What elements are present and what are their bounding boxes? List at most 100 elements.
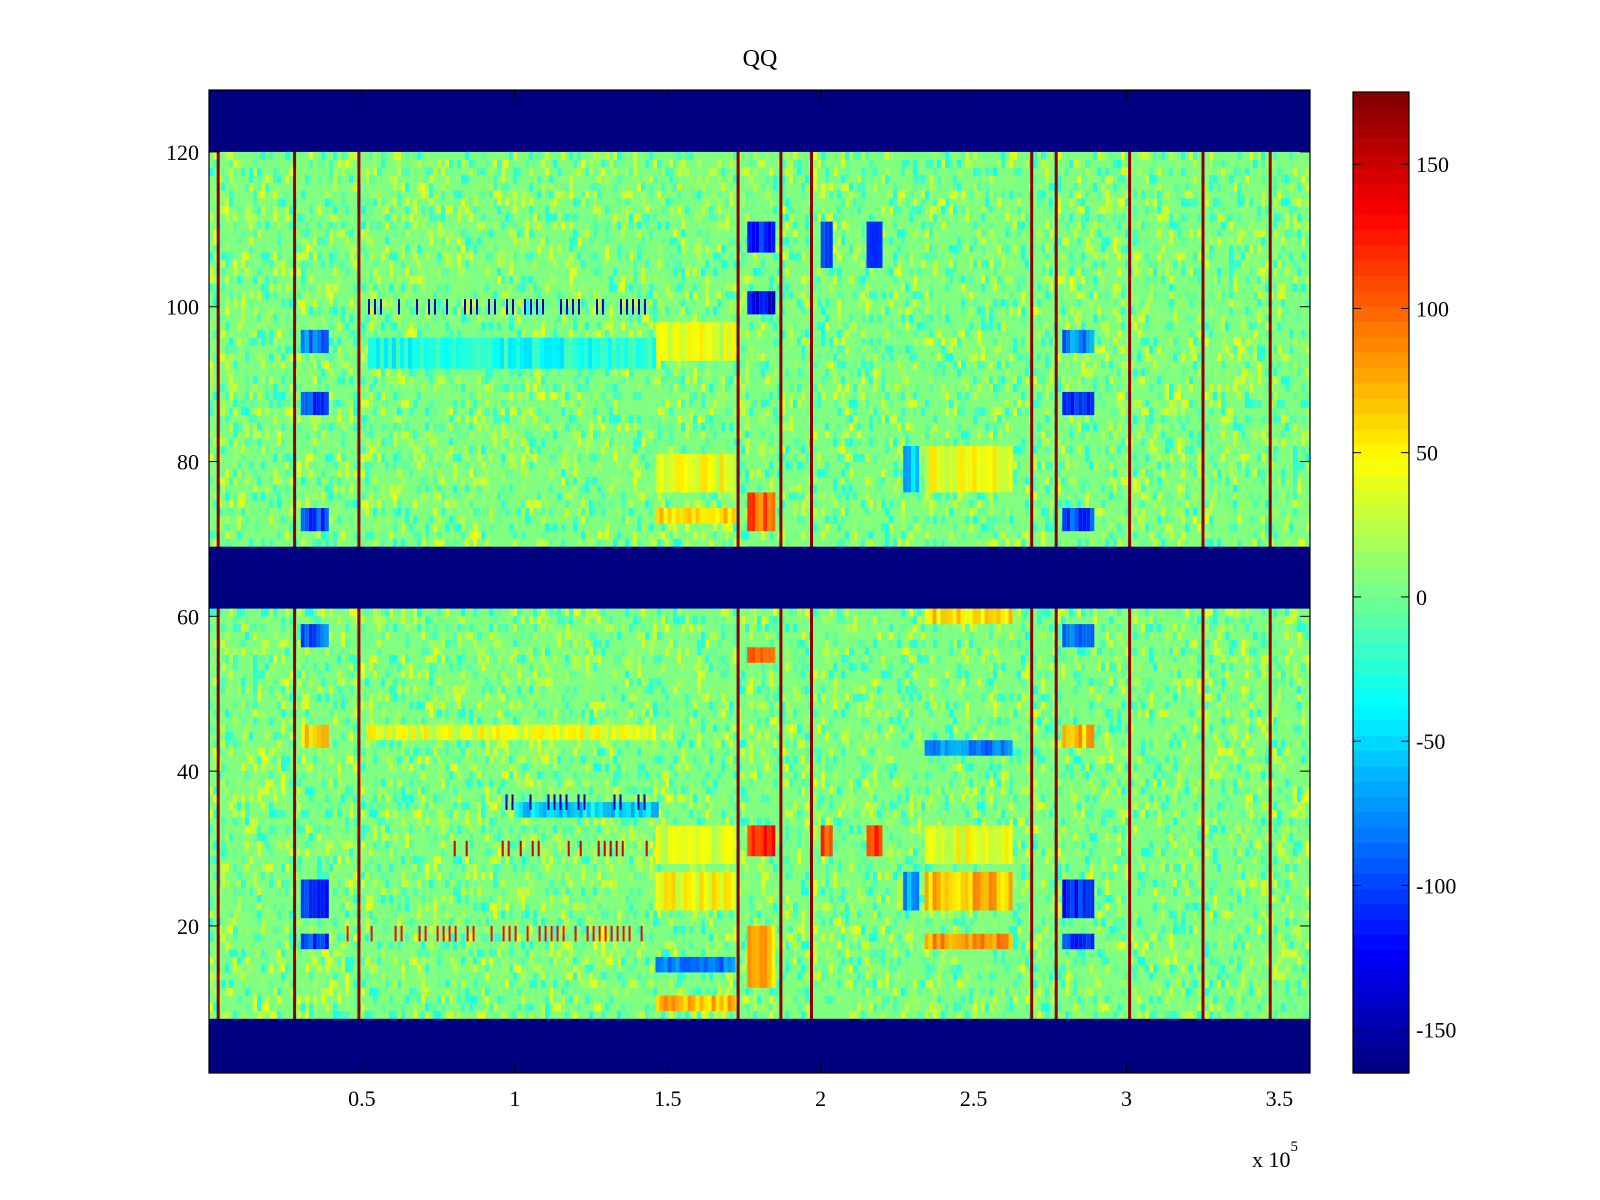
- heatmap-cell: [573, 268, 577, 277]
- heatmap-cell: [1081, 360, 1085, 370]
- heatmap-cell: [1277, 283, 1281, 292]
- heatmap-cell: [941, 275, 945, 284]
- heatmap-cell: [1121, 151, 1125, 161]
- heatmap-cell: [501, 322, 505, 331]
- heatmap-cell: [1265, 299, 1269, 308]
- heatmap-cell: [1285, 213, 1289, 222]
- heatmap-cell: [273, 175, 277, 184]
- heatmap-cell: [1041, 221, 1045, 230]
- heatmap-cell: [793, 252, 797, 261]
- heatmap-cell: [685, 182, 689, 192]
- heatmap-cell: [1097, 198, 1101, 207]
- heatmap-cell: [505, 182, 509, 192]
- heatmap-cell: [601, 283, 605, 292]
- heatmap-cell: [1157, 221, 1161, 230]
- heatmap-cell: [845, 182, 849, 192]
- heatmap-cell: [453, 291, 457, 300]
- heatmap-cell: [1085, 159, 1089, 168]
- heatmap-cell: [537, 368, 541, 377]
- heatmap-cell: [949, 252, 953, 261]
- heatmap-cell: [209, 376, 213, 385]
- heatmap-cell: [1101, 244, 1105, 253]
- heatmap-cell: [1073, 229, 1077, 238]
- heatmap-cell: [937, 182, 941, 192]
- heatmap-cell: [521, 198, 525, 207]
- heatmap-cell: [945, 391, 949, 401]
- heatmap-cell: [1229, 221, 1233, 230]
- heatmap-cell: [1145, 353, 1149, 362]
- heatmap-cell: [505, 384, 509, 393]
- heatmap-cell: [321, 213, 325, 222]
- heatmap-cell: [597, 190, 601, 199]
- heatmap-cell: [853, 198, 857, 207]
- heatmap-cell: [933, 252, 937, 261]
- heatmap-cell: [1093, 213, 1097, 222]
- heatmap-cell: [1281, 353, 1285, 362]
- heatmap-cell: [613, 182, 617, 192]
- heatmap-cell: [1217, 291, 1221, 300]
- heatmap-cell: [1237, 190, 1241, 199]
- heatmap-cell: [841, 151, 845, 161]
- heatmap-cell: [841, 175, 845, 184]
- heatmap-cell: [745, 190, 749, 199]
- heatmap-cell: [825, 322, 829, 331]
- heatmap-cell: [653, 306, 657, 315]
- heatmap-cell: [529, 206, 533, 215]
- heatmap-cell: [501, 190, 505, 199]
- heatmap-cell: [673, 151, 677, 161]
- heatmap-cell: [273, 252, 277, 261]
- heatmap-cell: [1057, 353, 1061, 362]
- heatmap-cell: [257, 175, 261, 184]
- heatmap-cell: [373, 291, 377, 300]
- heatmap-cell: [289, 268, 293, 277]
- heatmap-cell: [485, 376, 489, 385]
- heatmap-cell: [949, 159, 953, 168]
- heatmap-cell: [1245, 175, 1249, 184]
- heatmap-cell: [557, 244, 561, 253]
- heatmap-cell: [389, 283, 393, 292]
- heatmap-cell: [457, 391, 461, 401]
- heatmap-cell: [777, 159, 781, 168]
- heatmap-cell: [597, 182, 601, 192]
- heatmap-cell: [1217, 353, 1221, 362]
- heatmap-cell: [1105, 229, 1109, 238]
- heatmap-cell: [261, 206, 265, 215]
- heatmap-cell: [625, 368, 629, 377]
- heatmap-cell: [649, 213, 653, 222]
- heatmap-cell: [1005, 237, 1009, 246]
- heatmap-cell: [833, 299, 837, 308]
- heatmap-cell: [465, 175, 469, 184]
- heatmap-cell: [1021, 182, 1025, 192]
- heatmap-cell: [241, 376, 245, 385]
- heatmap-cell: [277, 391, 281, 401]
- heatmap-cell: [885, 345, 889, 354]
- heatmap-cell: [245, 345, 249, 354]
- heatmap-cell: [689, 151, 693, 161]
- heatmap-cell: [629, 213, 633, 222]
- heatmap-cell: [1265, 151, 1269, 161]
- heatmap-cell: [1105, 329, 1109, 339]
- heatmap-cell: [997, 360, 1001, 370]
- heatmap-cell: [1001, 368, 1005, 377]
- heatmap-cell: [785, 213, 789, 222]
- heatmap-cell: [889, 221, 893, 230]
- heatmap-cell: [1021, 306, 1025, 315]
- heatmap-cell: [457, 252, 461, 261]
- heatmap-cell: [577, 167, 581, 176]
- heatmap-cell: [385, 368, 389, 377]
- heatmap-cell: [717, 237, 721, 246]
- heatmap-cell: [593, 182, 597, 192]
- heatmap-cell: [801, 314, 805, 323]
- heatmap-cell: [1205, 322, 1209, 331]
- heatmap-cell: [885, 167, 889, 176]
- heatmap-cell: [897, 306, 901, 315]
- heatmap-cell: [817, 159, 821, 168]
- heatmap-cell: [861, 167, 865, 176]
- heatmap-cell: [273, 221, 277, 230]
- heatmap-cell: [901, 190, 905, 199]
- heatmap-cell: [481, 322, 485, 331]
- heatmap-cell: [593, 167, 597, 176]
- heatmap-cell: [533, 213, 537, 222]
- heatmap-cell: [1037, 237, 1041, 246]
- heatmap-cell: [533, 229, 537, 238]
